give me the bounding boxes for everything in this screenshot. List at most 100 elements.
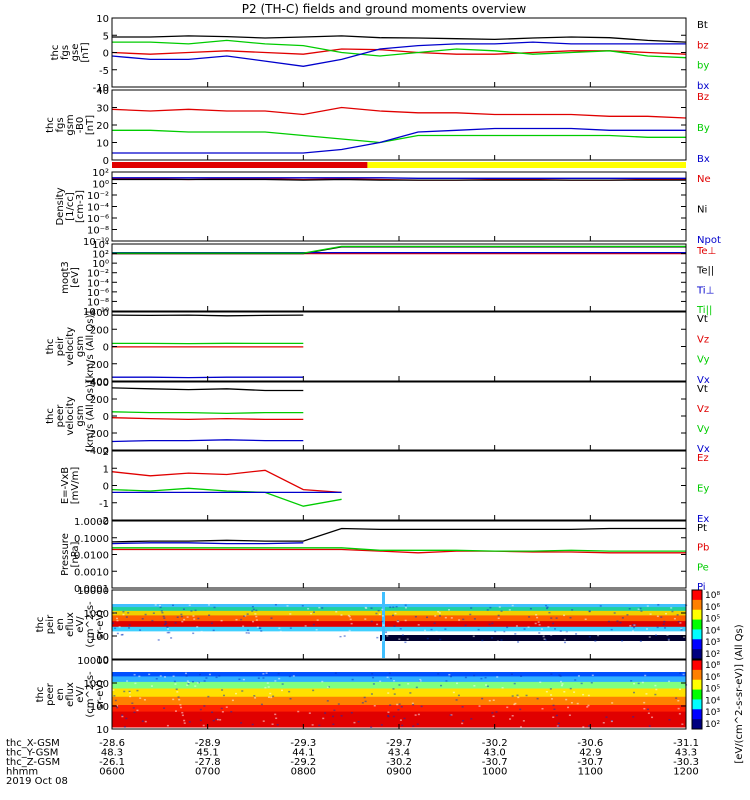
- spectrogram-speckle: [274, 680, 277, 682]
- y-tick-label: 10⁻⁶: [87, 214, 109, 225]
- spectrogram-speckle: [667, 639, 670, 641]
- spectrogram-speckle: [529, 607, 532, 610]
- spectrogram-speckle: [515, 625, 518, 627]
- spectrogram-speckle: [449, 675, 452, 678]
- spectrogram-speckle: [389, 704, 392, 706]
- spectrogram-speckle: [297, 710, 300, 713]
- y-tick-label: 10⁻⁴: [87, 278, 109, 289]
- spectrogram-speckle: [357, 720, 360, 723]
- spectrogram-speckle: [357, 640, 360, 642]
- spectrogram-speckle: [632, 716, 635, 718]
- spectrogram-speckle: [311, 641, 314, 643]
- spectrogram-speckle: [125, 717, 128, 720]
- y-axis-label-line: peir: [45, 614, 56, 634]
- y-tick-label: 200: [90, 325, 109, 336]
- y-axis-label-line: [km/s (All Qs)]: [85, 380, 96, 452]
- spectrogram-band: [112, 696, 686, 706]
- spectrogram-speckle: [241, 690, 244, 692]
- spectrogram-speckle: [278, 677, 281, 680]
- spectrogram-speckle: [272, 695, 275, 698]
- spectrogram-speckle: [605, 716, 608, 718]
- spectrogram-speckle: [619, 621, 622, 624]
- spectrogram-speckle: [502, 631, 505, 633]
- y-axis-label-line: moqt3: [60, 261, 71, 294]
- spectrogram-speckle: [326, 700, 329, 702]
- y-axis-label-line: en: [55, 618, 66, 631]
- spectrogram-speckle: [203, 705, 206, 707]
- y-axis-label-line: [nT]: [85, 115, 96, 135]
- spectrogram-speckle: [544, 639, 547, 641]
- spectrogram-speckle: [498, 606, 501, 608]
- spectrogram-speckle: [170, 637, 173, 639]
- footer-row-label: thc_X-GSM: [6, 738, 60, 749]
- spectrogram-speckle: [207, 695, 210, 698]
- y-tick-label: 0: [103, 412, 109, 423]
- spectrogram-speckle: [351, 637, 354, 640]
- panel-fgs_gsm: Bz By Bx 40 30 20 10 0 thc fgs gsm -B0 [nT]: [45, 86, 710, 167]
- spectrogram-speckle: [286, 605, 289, 607]
- panel-peir_en: 10000 1000 100 10 thc peir en eflux eV/(cm^2-s-s…: [35, 586, 720, 666]
- y-axis-label-line: peer: [55, 404, 66, 428]
- spectrogram-speckle: [648, 725, 651, 727]
- spectrogram-speckle: [267, 686, 270, 688]
- spectrogram-speckle: [180, 615, 183, 618]
- spectrogram-speckle: [347, 614, 350, 617]
- spectrogram-speckle: [333, 709, 336, 712]
- footer-value: -28.9: [195, 738, 221, 749]
- spectrogram-speckle: [397, 620, 400, 623]
- y-tick-label: 0.0100: [74, 551, 109, 562]
- spectrogram-band: [112, 626, 686, 632]
- spectrogram-speckle: [324, 712, 327, 714]
- footer-row-label: thc_Z-GSM: [6, 757, 60, 768]
- spectrogram-speckle: [225, 706, 228, 708]
- spectrogram-speckle: [240, 618, 243, 621]
- spectrogram-speckle: [289, 697, 292, 700]
- spectrogram-speckle: [587, 704, 590, 707]
- y-axis-label-line: en: [55, 688, 66, 701]
- spectrogram-speckle: [220, 707, 223, 710]
- spectrogram-speckle: [121, 714, 124, 716]
- panel-pressure: PtPbPePi1.00000.10000.01000.00100.0001Pr…: [60, 517, 709, 595]
- spectrogram-speckle: [445, 680, 448, 682]
- spectrogram-speckle: [387, 715, 390, 718]
- spectrogram-speckle: [128, 690, 131, 693]
- spectrogram-speckle: [159, 606, 162, 609]
- spectrogram-speckle: [114, 641, 117, 643]
- spectrogram-speckle: [281, 683, 284, 685]
- spectrogram-speckle: [637, 608, 640, 610]
- spectrogram-speckle: [588, 636, 591, 638]
- spectrogram-speckle: [511, 695, 514, 697]
- spectrogram-speckle: [473, 685, 476, 687]
- spectrogram-speckle: [167, 628, 170, 630]
- spectrogram-speckle: [417, 624, 420, 626]
- y-tick-label: 10⁻²: [87, 269, 109, 280]
- spectrogram-speckle: [430, 628, 433, 631]
- spectrogram-speckle: [340, 715, 343, 717]
- spectrogram-speckle: [649, 613, 652, 615]
- spectrogram-speckle: [542, 633, 545, 636]
- spectrogram-speckle: [486, 685, 489, 688]
- spectrogram-speckle: [262, 677, 265, 679]
- spectrogram-speckle: [472, 635, 475, 638]
- spectrogram-speckle: [549, 688, 552, 690]
- spectrogram-speckle: [587, 725, 590, 727]
- spectrogram-speckle: [508, 609, 511, 611]
- legend-Te||: Te||: [696, 266, 714, 277]
- spectrogram-speckle: [116, 619, 119, 622]
- colorbar-segment: [692, 639, 702, 650]
- spectrogram-speckle: [251, 605, 254, 608]
- spectrogram-speckle: [193, 618, 196, 620]
- y-tick-label: 10⁻¹⁰: [83, 237, 109, 248]
- spectrogram-speckle: [372, 683, 375, 685]
- colorbar-tick-label: 10⁴: [705, 626, 720, 636]
- series-line-Bz: [111, 106, 687, 119]
- legend-Vx: Vx: [697, 375, 710, 386]
- spectrogram-speckle: [632, 630, 635, 632]
- spectrogram-speckle: [163, 707, 166, 709]
- spectrogram-speckle: [668, 680, 671, 683]
- spectrogram-speckle: [203, 638, 206, 641]
- y-axis-label-line: gsm: [75, 336, 86, 357]
- y-tick-label: -200: [86, 360, 109, 371]
- spectrogram-speckle: [616, 620, 619, 622]
